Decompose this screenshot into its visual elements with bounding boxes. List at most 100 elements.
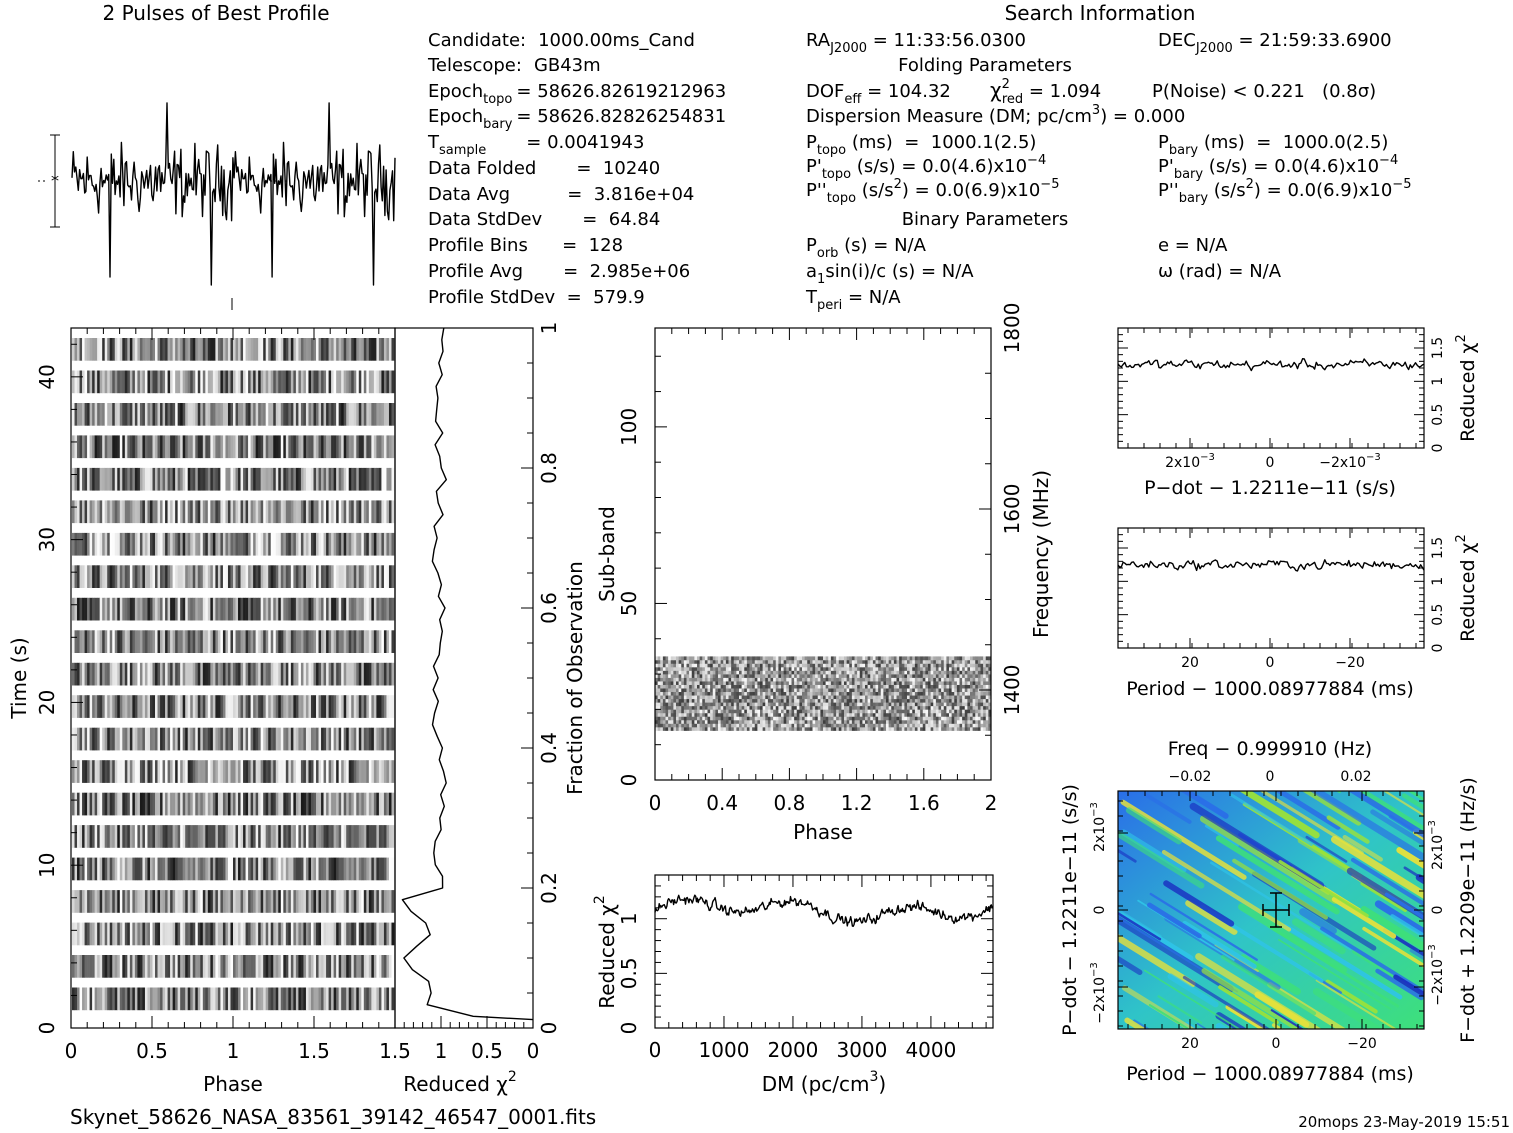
subband-cell bbox=[668, 691, 672, 696]
time-phase-cell bbox=[82, 955, 85, 978]
subband-cell bbox=[901, 719, 905, 724]
subband-cell bbox=[749, 702, 753, 707]
time-phase-cell bbox=[323, 727, 327, 751]
time-phase-cell bbox=[338, 500, 342, 524]
subband-cell bbox=[746, 719, 750, 724]
subband-cell bbox=[825, 719, 829, 724]
subband-cell bbox=[683, 681, 687, 685]
time-phase-cell bbox=[386, 922, 390, 946]
time-phase-cell bbox=[263, 695, 267, 718]
time-phase-cell bbox=[187, 890, 191, 913]
subband-cell bbox=[809, 674, 813, 678]
time-phase-cell bbox=[149, 403, 153, 426]
time-phase-cell bbox=[192, 565, 196, 588]
subband-cell bbox=[875, 709, 879, 714]
subband-cell bbox=[935, 712, 939, 717]
subband-cell bbox=[809, 688, 813, 693]
time-phase-cell bbox=[338, 760, 342, 783]
subband-cell bbox=[660, 709, 664, 714]
time-phase-cell bbox=[167, 857, 171, 881]
subband-cell bbox=[744, 709, 748, 714]
subband-cell bbox=[830, 712, 834, 717]
time-phase-cell bbox=[326, 825, 329, 848]
time-phase-cell bbox=[142, 403, 146, 426]
subband-cell bbox=[731, 723, 735, 728]
time-phase-cell bbox=[94, 467, 98, 491]
subband-cell bbox=[731, 702, 735, 707]
time-phase-cell bbox=[84, 695, 88, 718]
time-phase-cell bbox=[376, 760, 380, 783]
subband-cell bbox=[757, 727, 761, 731]
time-phase-cell bbox=[200, 825, 204, 848]
time-phase-cell bbox=[386, 955, 390, 978]
time-phase-cell bbox=[381, 630, 385, 653]
time-phase-cell bbox=[371, 825, 375, 848]
subband-cell bbox=[757, 684, 761, 689]
time-phase-cell bbox=[205, 792, 209, 816]
subband-cell bbox=[796, 698, 800, 703]
subband-cell bbox=[720, 719, 724, 724]
time-phase-cell bbox=[212, 922, 216, 946]
time-phase-cell bbox=[346, 857, 350, 881]
time-phase-cell bbox=[250, 890, 254, 913]
time-phase-cell bbox=[129, 435, 133, 459]
time-phase-cell bbox=[255, 760, 259, 783]
time-phase-cell bbox=[293, 597, 297, 621]
subband-cell bbox=[741, 719, 745, 724]
subband-cell bbox=[956, 719, 960, 724]
time-phase-cell bbox=[162, 792, 166, 816]
subband-cell bbox=[710, 695, 714, 700]
subband-cell bbox=[954, 727, 958, 731]
time-phase-cell bbox=[162, 825, 166, 848]
time-phase-cell bbox=[109, 727, 113, 751]
subband-cell bbox=[854, 712, 858, 717]
time-phase-cell bbox=[97, 890, 100, 913]
time-phase-cell bbox=[119, 403, 123, 426]
time-phase-cell bbox=[310, 922, 314, 946]
time-phase-cell bbox=[326, 792, 329, 816]
time-phase-cell bbox=[288, 435, 292, 459]
time-phase-cell bbox=[366, 662, 370, 686]
time-phase-cell bbox=[162, 467, 166, 491]
time-phase-cell bbox=[99, 955, 103, 978]
subband-cell bbox=[733, 709, 737, 714]
subband-cell bbox=[746, 681, 750, 685]
time-phase-cell bbox=[134, 467, 138, 491]
time-phase-cell bbox=[124, 955, 128, 978]
subband-cell bbox=[878, 716, 882, 721]
subband-cell bbox=[970, 716, 973, 721]
subband-cell bbox=[851, 684, 855, 689]
time-phase-cell bbox=[323, 695, 327, 718]
subband-cell bbox=[972, 716, 976, 721]
subband-cell bbox=[697, 695, 700, 700]
time-phase-cell bbox=[87, 403, 90, 426]
subband-cell bbox=[875, 723, 879, 728]
subband-cell bbox=[686, 719, 690, 724]
time-phase-cell bbox=[217, 565, 221, 588]
time-phase-cell bbox=[117, 435, 121, 459]
time-phase-cell bbox=[313, 695, 317, 718]
subband-cell bbox=[972, 712, 976, 717]
time-phase-cell bbox=[132, 825, 136, 848]
time-phase-cell bbox=[175, 857, 178, 881]
time-phase-cell bbox=[155, 662, 158, 686]
subband-cell bbox=[773, 712, 777, 717]
time-phase-cell bbox=[124, 695, 128, 718]
time-phase-cell bbox=[99, 467, 103, 491]
time-phase-cell bbox=[72, 987, 75, 1011]
subband-cell bbox=[985, 727, 989, 731]
time-phase-cell bbox=[82, 890, 85, 913]
time-phase-cell bbox=[336, 370, 339, 394]
time-phase-cell bbox=[280, 890, 284, 913]
time-phase-cell bbox=[149, 857, 153, 881]
time-phase-cell bbox=[182, 500, 186, 524]
time-phase-cell bbox=[205, 370, 209, 394]
time-phase-cell bbox=[187, 630, 191, 653]
time-phase-cell bbox=[326, 370, 329, 394]
time-phase-cell bbox=[92, 565, 95, 588]
subband-cell bbox=[933, 691, 937, 696]
subband-cell bbox=[736, 712, 740, 717]
subband-cell bbox=[660, 691, 664, 696]
time-phase-cell bbox=[134, 695, 138, 718]
time-phase-cell bbox=[318, 597, 322, 621]
